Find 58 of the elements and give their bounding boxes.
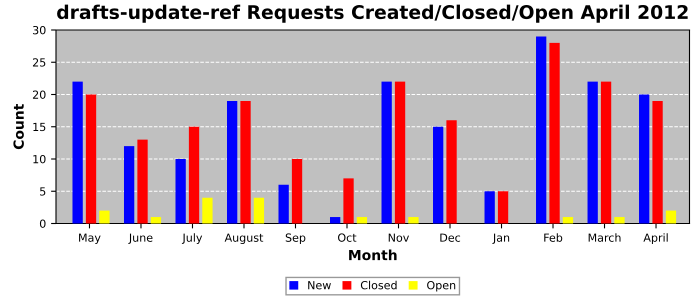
bar: [240, 100, 251, 224]
legend-label: New: [308, 281, 331, 290]
bar: [254, 198, 264, 224]
bar: [394, 82, 406, 224]
x-tick-label: Nov: [388, 234, 410, 242]
y-tick-label: 20: [32, 90, 46, 99]
bar: [356, 217, 368, 224]
legend-label: Open: [427, 280, 456, 292]
bar: [614, 217, 625, 224]
x-tick-label: Sep: [286, 233, 306, 244]
bar: [278, 184, 289, 224]
bar: [343, 178, 354, 224]
x-tick-label: April: [643, 233, 668, 244]
x-tick-label: July: [182, 233, 202, 244]
bar: [498, 191, 508, 224]
x-tick-label: Jan: [492, 234, 510, 244]
x-tick-label: June: [128, 234, 152, 244]
bar: [639, 94, 650, 224]
chart-title: drafts-update-ref Requests Created/Closed/Open April 2012: [57, 4, 688, 23]
bar: [408, 217, 419, 224]
bar: [484, 191, 495, 224]
y-tick-label: 5: [40, 187, 46, 196]
bar: [175, 159, 186, 224]
bar: [124, 146, 134, 224]
bar: [86, 94, 96, 224]
x-tick-label: May: [79, 234, 101, 244]
y-tick-label: 10: [33, 154, 46, 164]
bar: [600, 82, 612, 224]
bar: [588, 82, 598, 224]
bar: [446, 120, 457, 224]
bar: [652, 100, 663, 224]
x-axis-title: Month: [349, 250, 397, 260]
y-tick-label: 30: [32, 26, 46, 34]
bar: [433, 126, 444, 224]
bar: [549, 42, 560, 224]
bar: [536, 36, 546, 224]
bar: [330, 217, 340, 224]
y-axis-title: Count: [13, 104, 24, 150]
x-tick-label: Feb: [544, 233, 562, 242]
y-tick-label: 0: [40, 219, 46, 228]
bar: [99, 210, 110, 224]
legend-label: Closed: [360, 280, 397, 290]
x-tick-label: Dec: [440, 234, 460, 242]
x-tick-label: Oct: [338, 233, 356, 242]
bar: [226, 100, 238, 224]
y-tick-label: 15: [33, 122, 46, 132]
y-tick-label: 25: [32, 58, 46, 67]
bar: [72, 82, 83, 224]
bar: [562, 217, 574, 224]
bar: [666, 210, 676, 224]
bar: [382, 82, 392, 224]
bar: [292, 159, 302, 224]
bar: [150, 217, 162, 224]
x-tick-label: March: [588, 233, 621, 242]
bar: [137, 140, 148, 224]
bar: [188, 126, 200, 224]
x-tick-label: August: [224, 234, 264, 244]
bar: [202, 198, 213, 224]
